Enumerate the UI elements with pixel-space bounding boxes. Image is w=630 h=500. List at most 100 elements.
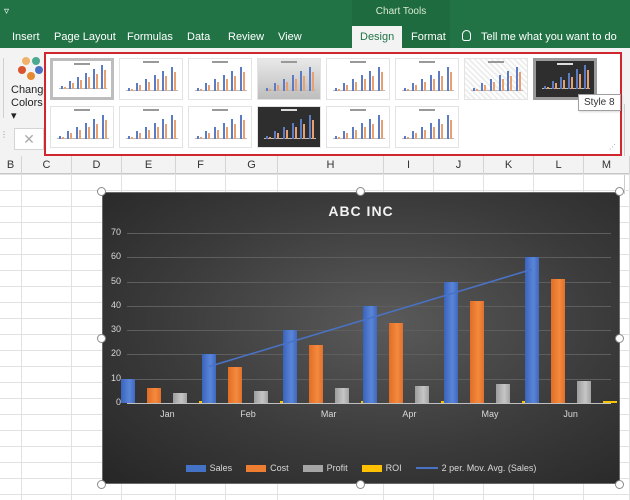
- plot-area[interactable]: 0 10 20 30 40 50 60 70 Jan Feb Mar Apr May Jun: [111, 227, 617, 437]
- gridline: [71, 174, 72, 500]
- tab-insert[interactable]: Insert: [12, 31, 40, 43]
- chart-style-12[interactable]: [257, 106, 321, 148]
- x-tick-label: Apr: [402, 409, 417, 419]
- column-header-f[interactable]: F: [176, 156, 226, 174]
- tab-design[interactable]: Design: [352, 26, 403, 48]
- y-tick-label: 40: [110, 299, 121, 310]
- tab-data[interactable]: Data: [187, 31, 211, 43]
- chart-style-9[interactable]: [50, 106, 114, 148]
- bar-profit-feb[interactable]: [254, 390, 268, 403]
- legend-item-sales: Sales: [185, 463, 232, 473]
- roi-swatch: [361, 464, 382, 472]
- chart-object[interactable]: ABC INC 0 10 20 30 40 50 60 70 Jan Feb Mar Apr May Ju…: [102, 192, 620, 484]
- bar-cost-jun[interactable]: [550, 279, 565, 403]
- change-colors-button[interactable]: Change Colors ▾: [8, 52, 50, 132]
- resize-handle-right[interactable]: [615, 334, 624, 343]
- y-tick-label: 70: [110, 227, 121, 237]
- chart-style-11[interactable]: [188, 106, 252, 148]
- chart-style-10[interactable]: [119, 106, 183, 148]
- tab-page-layout[interactable]: Page Layout: [54, 31, 116, 43]
- chart-style-6[interactable]: [395, 58, 459, 100]
- y-tick-label: 30: [110, 324, 121, 335]
- column-header-g[interactable]: G: [226, 156, 278, 174]
- resize-handle-bottom[interactable]: [356, 480, 365, 489]
- tab-review[interactable]: Review: [228, 31, 265, 43]
- chart-legend[interactable]: Sales Cost Profit ROI 2 per. Mov. Avg. (…: [103, 463, 619, 473]
- legend-item-profit: Profit: [302, 463, 348, 473]
- resize-handle-bottom-right[interactable]: [615, 480, 624, 489]
- chart-style-5[interactable]: [326, 58, 390, 100]
- gridline: [21, 174, 22, 500]
- y-gridline: [127, 233, 611, 234]
- column-header-j[interactable]: J: [434, 156, 484, 174]
- legend-item-cost: Cost: [246, 463, 289, 473]
- y-tick-label: 10: [110, 372, 121, 383]
- column-header-i[interactable]: I: [384, 156, 434, 174]
- design-ribbon: Change Colors ▾ ⋰: [0, 48, 630, 194]
- column-header-h[interactable]: H: [278, 156, 384, 174]
- tab-formulas[interactable]: Formulas: [127, 31, 173, 43]
- chart-style-7[interactable]: [464, 58, 528, 100]
- tell-me-search[interactable]: Tell me what you want to do: [462, 26, 617, 48]
- bar-profit-apr[interactable]: [415, 386, 430, 403]
- bar-profit-mar[interactable]: [334, 388, 349, 403]
- bar-cost-mar[interactable]: [308, 344, 323, 403]
- x-tick-label: Feb: [240, 409, 256, 419]
- chart-style-3[interactable]: [188, 58, 252, 100]
- chart-style-4[interactable]: [257, 58, 321, 100]
- bar-roi-jun[interactable]: [602, 401, 617, 403]
- column-header-b[interactable]: B: [0, 156, 22, 174]
- moving-average-trendline[interactable]: [127, 233, 611, 437]
- cancel-entry-button[interactable]: ✕: [14, 128, 44, 150]
- column-header-m[interactable]: M: [584, 156, 630, 174]
- x-tick-label: Jun: [563, 409, 578, 419]
- chart-style-14[interactable]: [395, 106, 459, 148]
- bar-sales-jan[interactable]: [121, 378, 136, 403]
- ribbon-tab-bar: ▿ Chart Tools Insert Page Layout Formula…: [0, 0, 630, 48]
- bar-sales-may[interactable]: [444, 281, 458, 403]
- ribbon-divider: [3, 58, 4, 118]
- bar-cost-apr[interactable]: [389, 322, 404, 403]
- bar-profit-may[interactable]: [496, 383, 510, 403]
- column-header-e[interactable]: E: [122, 156, 176, 174]
- y-gridline: [127, 257, 611, 259]
- y-tick-label: 20: [110, 348, 121, 359]
- y-tick-label: 50: [110, 275, 121, 286]
- column-header-l[interactable]: L: [534, 156, 584, 174]
- chart-style-2[interactable]: [119, 58, 183, 100]
- resize-handle-bottom-left[interactable]: [97, 480, 106, 489]
- chart-title[interactable]: ABC INC: [328, 203, 394, 219]
- x-tick-label: May: [481, 409, 499, 419]
- column-header-c[interactable]: C: [22, 156, 72, 174]
- tab-format[interactable]: Format: [411, 31, 446, 43]
- bar-cost-jan[interactable]: [147, 388, 162, 403]
- resize-handle-top-right[interactable]: [615, 187, 624, 196]
- chart-style-1[interactable]: [50, 58, 114, 100]
- customize-quick-access-icon[interactable]: ▿: [4, 6, 10, 17]
- bar-profit-jun[interactable]: [576, 381, 591, 403]
- bar-cost-may[interactable]: [470, 301, 484, 403]
- bar-sales-mar[interactable]: [282, 330, 297, 403]
- cost-swatch: [246, 464, 267, 472]
- bar-sales-feb[interactable]: [202, 354, 216, 403]
- bar-sales-jun[interactable]: [524, 257, 539, 403]
- bar-cost-feb[interactable]: [228, 366, 242, 403]
- column-header-k[interactable]: K: [484, 156, 534, 174]
- resize-handle-left[interactable]: [97, 334, 106, 343]
- gallery-expand-icon[interactable]: ⋰: [609, 144, 616, 151]
- resize-handle-top-left[interactable]: [97, 187, 106, 196]
- column-header-d[interactable]: D: [72, 156, 122, 174]
- x-tick-label: Mar: [320, 409, 337, 419]
- tab-view[interactable]: View: [278, 31, 302, 43]
- chart-style-13[interactable]: [326, 106, 390, 148]
- resize-handle-top[interactable]: [356, 187, 365, 196]
- chart-style-8[interactable]: [533, 58, 597, 100]
- bar-profit-jan[interactable]: [173, 393, 188, 403]
- formula-bar-grip-icon[interactable]: ⋮: [0, 130, 8, 139]
- gallery-scrollbar[interactable]: [624, 104, 628, 194]
- y-gridline: [127, 281, 611, 283]
- trendline-swatch: [415, 467, 438, 469]
- bar-sales-apr[interactable]: [363, 305, 378, 403]
